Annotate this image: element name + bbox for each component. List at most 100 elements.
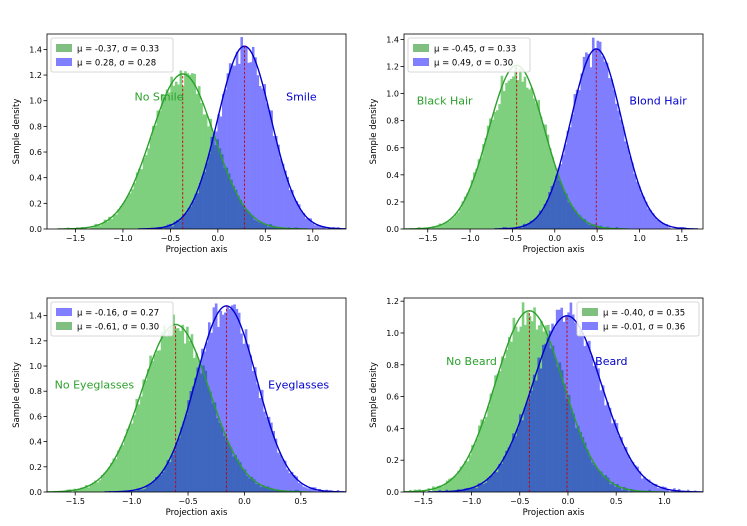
- histogram-bar: [468, 455, 472, 492]
- plot-area: [404, 37, 698, 229]
- histogram-bar: [126, 428, 129, 492]
- axes-frame: [403, 297, 704, 493]
- x-tick-label: −1.0: [113, 234, 132, 243]
- histogram-bar: [92, 227, 95, 229]
- histogram-bar: [594, 361, 598, 492]
- histogram-bar: [126, 195, 130, 229]
- histogram-bar: [542, 344, 545, 492]
- histogram-bar: [163, 325, 166, 492]
- histogram-bar: [302, 486, 305, 492]
- histogram-bar: [258, 398, 262, 492]
- histogram-bar: [562, 154, 565, 229]
- histogram-bar: [152, 481, 156, 492]
- histogram-bar: [299, 484, 303, 492]
- x-tick-label: 1.0: [658, 497, 671, 506]
- histogram-bar: [553, 327, 557, 492]
- histogram-bar: [580, 73, 584, 229]
- y-tick-label: 0.0: [386, 488, 399, 497]
- y-tick-label: 0.8: [29, 387, 42, 396]
- annotation-no-smile: No Smile: [134, 91, 183, 104]
- histogram-bar: [148, 484, 151, 492]
- histogram-bar: [468, 189, 472, 229]
- histogram-bar: [201, 176, 204, 229]
- histogram-bar: [578, 330, 582, 492]
- histogram-bar: [486, 125, 490, 229]
- histogram-bar: [530, 87, 534, 229]
- histogram-bar: [496, 110, 499, 229]
- y-tick-label: 0.2: [386, 198, 399, 207]
- histogram-bar: [493, 112, 497, 229]
- histogram-bar: [473, 443, 477, 492]
- histogram-bar: [87, 487, 90, 492]
- histogram-bar: [215, 131, 218, 229]
- histogram-bar: [235, 308, 239, 492]
- histogram-bar: [545, 200, 549, 229]
- histogram-bar: [466, 193, 469, 229]
- histogram-bar: [96, 224, 100, 229]
- histogram-bar: [256, 384, 259, 492]
- histogram-bar: [210, 136, 214, 229]
- x-axis-label: Projection axis: [166, 508, 228, 518]
- histogram-bar: [286, 176, 289, 229]
- histogram-bar: [636, 466, 639, 492]
- histogram-bar: [620, 437, 623, 492]
- histogram-bar: [491, 475, 495, 492]
- histogram-bar: [253, 367, 257, 492]
- histogram-bar: [647, 479, 651, 492]
- histogram-bar: [532, 98, 536, 229]
- x-axis-label: Projection axis: [523, 245, 585, 255]
- histogram-bar: [494, 375, 497, 492]
- histogram-bar: [500, 75, 504, 229]
- histogram-bar: [649, 210, 653, 229]
- histogram-bar: [281, 459, 285, 492]
- histogram-bar: [532, 374, 536, 492]
- histogram-bar: [99, 225, 102, 229]
- histogram-bar: [612, 89, 616, 229]
- histogram-bar: [230, 305, 234, 492]
- histogram-bar: [172, 314, 175, 492]
- histogram-bar: [251, 370, 255, 492]
- y-tick-label: 0.0: [29, 488, 42, 497]
- histogram-bar: [640, 193, 643, 229]
- legend-swatch: [56, 44, 72, 52]
- histogram-bar: [562, 321, 566, 492]
- fit-curve-blond-hair: [494, 48, 698, 229]
- x-tick-label: 1.0: [306, 234, 319, 243]
- histogram-bar: [146, 369, 150, 492]
- x-tick-label: 0.0: [211, 234, 224, 243]
- histogram-bar: [482, 484, 485, 492]
- histogram-bar: [184, 71, 187, 229]
- histogram-bar: [165, 336, 168, 492]
- histogram-bar: [628, 156, 632, 229]
- histogram-bar: [479, 157, 483, 229]
- histogram-bar: [650, 483, 653, 492]
- x-tick-label: −1.5: [66, 234, 85, 243]
- histogram-bar: [281, 163, 285, 229]
- histogram-bar: [608, 407, 612, 492]
- histogram-bar: [535, 103, 538, 229]
- histogram-bar: [293, 475, 296, 492]
- histogram-bar: [470, 180, 474, 229]
- histogram-bar: [566, 130, 570, 229]
- histogram-bar: [659, 487, 662, 492]
- histogram-bar: [101, 223, 104, 229]
- plot-area: [404, 302, 703, 492]
- histogram-bar: [195, 93, 199, 229]
- histogram-bar: [651, 213, 655, 229]
- histogram-bar: [603, 61, 607, 229]
- histogram-bar: [193, 73, 196, 229]
- histogram-bar: [555, 309, 559, 492]
- histogram-bar: [656, 219, 659, 229]
- histogram-bar: [155, 477, 158, 492]
- plot-area: [57, 37, 346, 229]
- histogram-bar: [228, 63, 232, 229]
- histogram-bar: [130, 423, 134, 492]
- histogram-bar: [123, 436, 127, 492]
- y-tick-label: 0.2: [29, 199, 42, 208]
- histogram-bar: [450, 219, 453, 229]
- histogram-bar: [456, 212, 460, 229]
- histogram-bar: [621, 126, 625, 229]
- histogram-bar: [686, 489, 690, 492]
- histogram-bar: [189, 390, 193, 492]
